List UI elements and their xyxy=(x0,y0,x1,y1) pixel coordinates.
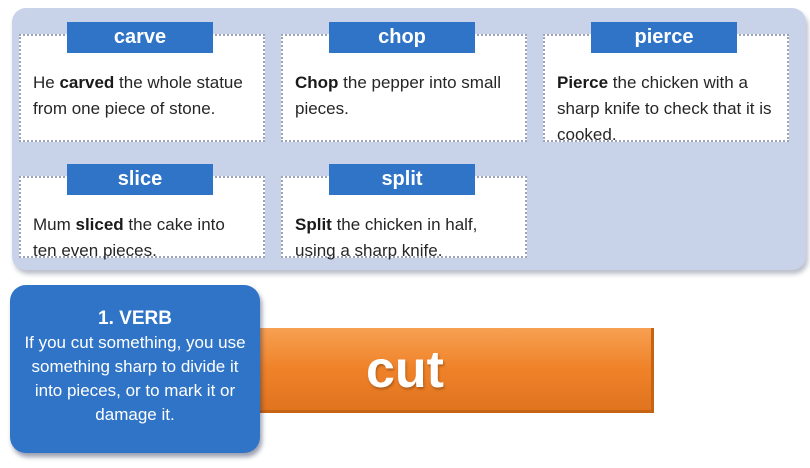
example-bold: sliced xyxy=(75,215,124,234)
synonym-card-chop: chop Chop the pepper into small pieces. xyxy=(281,22,527,142)
definition-box: 1. VERB If you cut something, you use so… xyxy=(10,285,260,453)
example-pre: Mum xyxy=(33,215,76,234)
synonym-card-carve: carve He carved the whole statue from on… xyxy=(19,22,265,142)
headword: cut xyxy=(366,341,444,399)
example-post: the pepper into small pieces. xyxy=(295,73,501,118)
example-pre: He xyxy=(33,73,60,92)
example-post: the whole statue from one piece of stone… xyxy=(33,73,243,118)
synonym-tab: split xyxy=(329,164,475,195)
headword-bar xyxy=(218,328,654,413)
synonym-tab: carve xyxy=(67,22,213,53)
synonym-card-slice: slice Mum sliced the cake into ten even … xyxy=(19,164,265,260)
synonym-card-split: split Split the chicken in half, using a… xyxy=(281,164,527,260)
synonym-card-pierce: pierce Pierce the chicken with a sharp k… xyxy=(543,22,789,144)
synonym-tab: pierce xyxy=(591,22,737,53)
example-post: the chicken with a sharp knife to check … xyxy=(557,73,772,144)
synonym-tab: slice xyxy=(67,164,213,195)
example-bold: Chop xyxy=(295,73,339,92)
example-bold: carved xyxy=(59,73,115,92)
example-bold: Split xyxy=(295,215,332,234)
synonym-tab: chop xyxy=(329,22,475,53)
definition-text: If you cut something, you use something … xyxy=(24,333,246,424)
part-of-speech: 1. VERB xyxy=(98,308,172,329)
example-post: the cake into ten even pieces. xyxy=(33,215,225,260)
example-post: the chicken in half, using a sharp knife… xyxy=(295,215,478,260)
example-bold: Pierce xyxy=(557,73,609,92)
